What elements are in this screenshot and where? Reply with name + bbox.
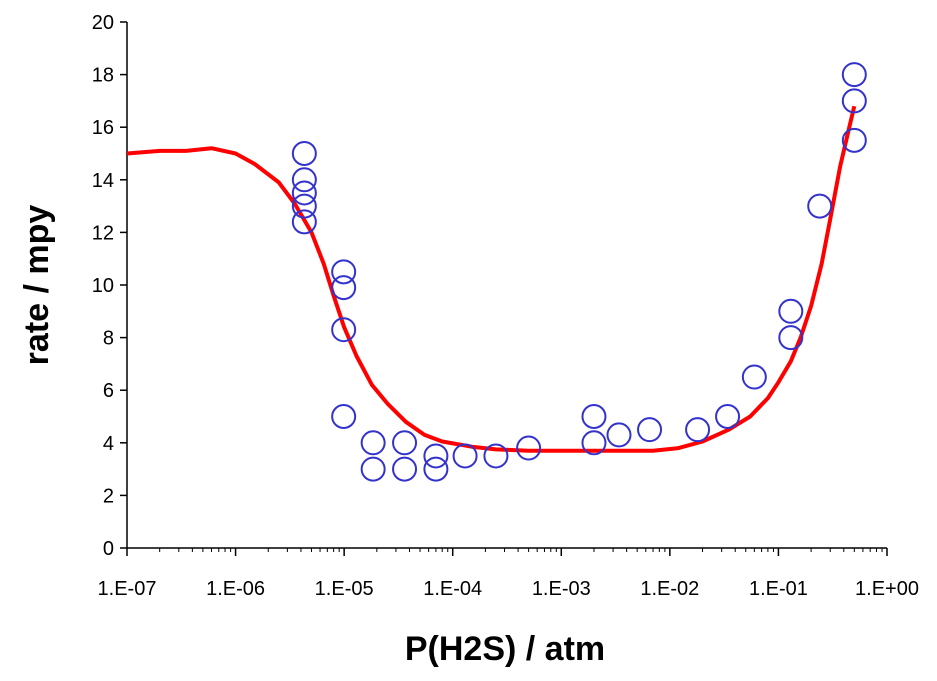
data-point <box>841 62 867 88</box>
data-point <box>581 404 607 429</box>
data-point <box>291 180 317 206</box>
x-axis-ticks: 1.E-07 1.E-06 1.E-05 1.E-04 1.E-03 1.E-02 1.E-… <box>98 548 919 600</box>
data-point <box>581 430 607 456</box>
x-tick-label: 1.E-01 <box>749 578 808 600</box>
y-tick-label: 4 <box>103 433 114 455</box>
y-tick-label: 20 <box>92 12 114 34</box>
data-point <box>331 404 357 429</box>
data-point <box>331 275 357 301</box>
y-tick-label: 8 <box>103 328 114 350</box>
x-axis-title: P(H2S) / atm <box>405 630 605 668</box>
fitted-curve-layer <box>126 105 857 453</box>
y-tick-label: 10 <box>92 275 114 297</box>
y-axis-ticks: 0 2 4 6 8 10 12 14 16 18 20 <box>92 12 127 560</box>
x-tick-label: 1.E-02 <box>640 578 699 600</box>
data-point <box>841 88 867 114</box>
y-tick-label: 0 <box>103 538 114 560</box>
x-tick-label: 1.E-04 <box>423 578 482 600</box>
data-point <box>778 325 804 351</box>
data-point <box>291 167 317 193</box>
data-point <box>360 430 386 456</box>
data-point <box>291 193 317 219</box>
y-axis-title: rate / mpy <box>18 205 56 366</box>
data-point <box>423 443 449 469</box>
data-point <box>423 456 449 482</box>
data-point <box>741 364 767 390</box>
fitted-curve <box>126 105 857 453</box>
data-point <box>807 193 833 219</box>
x-tick-label: 1.E-03 <box>532 578 591 600</box>
data-point <box>637 417 663 443</box>
data-point <box>452 443 478 469</box>
data-point <box>841 127 867 153</box>
y-tick-label: 16 <box>92 117 114 139</box>
data-point <box>291 141 317 166</box>
data-point <box>291 209 317 235</box>
data-point <box>685 417 711 443</box>
data-point <box>331 317 357 343</box>
x-tick-label: 1.E-07 <box>98 578 157 600</box>
data-point <box>392 430 418 456</box>
x-tick-label: 1.E+00 <box>855 578 919 600</box>
data-point <box>360 456 386 482</box>
data-point <box>715 404 741 429</box>
y-tick-label: 18 <box>92 65 114 87</box>
data-points-layer <box>291 62 867 482</box>
data-point <box>483 443 509 469</box>
data-point <box>606 422 632 448</box>
y-tick-label: 12 <box>92 222 114 244</box>
y-tick-label: 14 <box>92 170 114 192</box>
x-tick-label: 1.E-06 <box>206 578 265 600</box>
y-tick-label: 2 <box>103 485 114 507</box>
x-tick-label: 1.E-05 <box>315 578 374 600</box>
data-point <box>392 456 418 482</box>
data-point <box>331 259 357 285</box>
y-tick-label: 6 <box>103 380 114 402</box>
data-point <box>516 435 542 461</box>
data-point <box>778 298 804 324</box>
